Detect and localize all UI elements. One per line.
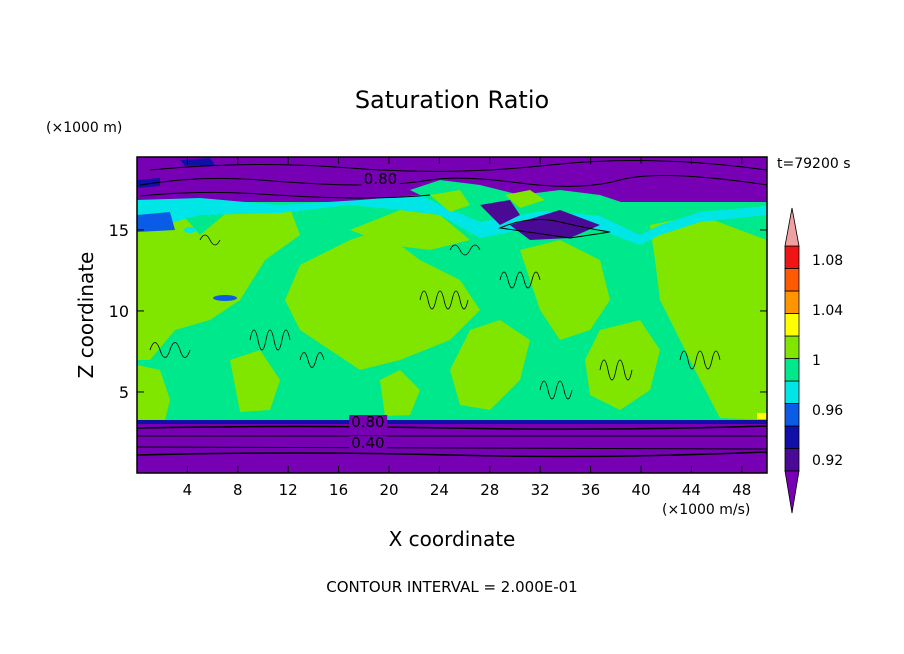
time-label: t=79200 s xyxy=(777,156,851,172)
colorbar-tick-label: 1 xyxy=(812,353,821,369)
x-tick-label: 4 xyxy=(183,481,193,499)
colorbar-segment xyxy=(784,245,800,269)
contour-interval-note: CONTOUR INTERVAL = 2.000E-01 xyxy=(326,578,578,596)
lime-patch xyxy=(285,230,480,370)
x-axis-title: X coordinate xyxy=(388,527,516,551)
plot-frame xyxy=(136,156,768,474)
colorbar-segment xyxy=(784,290,800,314)
contour-label-bg xyxy=(349,415,388,430)
colorbar-segment xyxy=(784,335,800,359)
x-tick-label: 16 xyxy=(329,481,348,499)
x-tick-label: 36 xyxy=(581,481,600,499)
x-tick-label: 8 xyxy=(233,481,243,499)
contour-label: 0.80 xyxy=(364,170,397,188)
colorbar-segment xyxy=(784,268,800,292)
colorbar-segment xyxy=(784,358,800,382)
x-tick-label: 32 xyxy=(531,481,550,499)
y-axis-units: (×1000 m) xyxy=(46,120,123,136)
colorbar-segment xyxy=(784,403,800,427)
contour-label-bg xyxy=(349,436,388,451)
x-tick-label: 20 xyxy=(379,481,398,499)
contour-label: 0.40 xyxy=(351,434,384,452)
colorbar-tick-label: 1.04 xyxy=(812,303,843,319)
x-tick-label: 44 xyxy=(682,481,701,499)
plot-field xyxy=(137,157,767,473)
y-tick-label: 15 xyxy=(109,221,129,240)
colorbar-segment xyxy=(784,448,800,472)
x-tick-label: 28 xyxy=(480,481,499,499)
x-tick-label: 48 xyxy=(732,481,751,499)
x-tick-label: 40 xyxy=(631,481,650,499)
contour-line-040 xyxy=(137,451,767,458)
colorbar-tick-label: 1.08 xyxy=(812,253,843,269)
lime-patch xyxy=(520,240,610,340)
contour-label: 0.80 xyxy=(351,413,384,431)
contour-labels: 0.80 0.80 0.40 xyxy=(349,170,400,452)
x-tick-label: 24 xyxy=(430,481,449,499)
colorbar-over-arrow xyxy=(784,207,800,247)
y-tick-label: 5 xyxy=(119,383,129,402)
colorbar-tick-label: 0.92 xyxy=(812,453,843,469)
contour-lines-upper xyxy=(139,160,767,239)
colorbar-segment xyxy=(784,380,800,404)
contour-line-080-lower xyxy=(137,425,767,430)
x-tick-label: 12 xyxy=(279,481,298,499)
contour-lines-mid xyxy=(149,234,721,400)
contour-label-bg xyxy=(361,171,400,186)
colorbar-segment xyxy=(784,425,800,449)
colorbar-under-arrow xyxy=(784,470,800,514)
chart-title: Saturation Ratio xyxy=(354,86,550,114)
lime-patch xyxy=(137,208,300,360)
colorbar-segment xyxy=(784,313,800,337)
y-tick-label: 10 xyxy=(109,302,129,321)
x-axis: 4 8 12 16 20 24 28 32 36 40 44 48 xyxy=(183,157,751,499)
colorbar-tick-label: 0.96 xyxy=(812,403,843,419)
y-axis: 5 10 15 xyxy=(109,221,767,402)
colorbar: 1.08 1.04 1 0.96 0.92 xyxy=(784,207,843,514)
lime-patch xyxy=(650,215,767,420)
x-axis-units: (×1000 m/s) xyxy=(662,502,751,518)
